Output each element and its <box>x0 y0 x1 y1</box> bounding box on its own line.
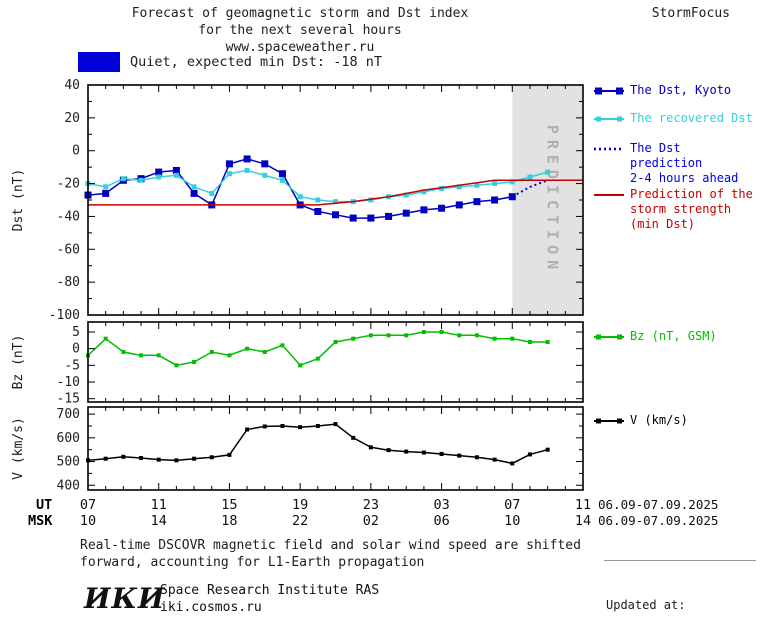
title-line-2: for the next several hours <box>198 23 402 38</box>
note-line-2: forward, accounting for L1-Earth propaga… <box>80 555 425 570</box>
svg-text:06: 06 <box>433 513 449 529</box>
svg-text:PREDICTION: PREDICTION <box>544 125 562 275</box>
svg-text:18: 18 <box>221 513 237 529</box>
title-line-1: Forecast of geomagnetic storm and Dst in… <box>131 6 469 21</box>
legend-dst-kyoto: The Dst, Kyoto <box>594 83 760 98</box>
svg-text:0: 0 <box>72 144 80 159</box>
svg-text:19: 19 <box>292 497 308 513</box>
svg-text:-10: -10 <box>57 375 80 390</box>
v-line-icon <box>594 418 624 424</box>
legend-v-label: V (km/s) <box>630 413 688 427</box>
svg-text:14: 14 <box>151 513 167 529</box>
svg-text:-5: -5 <box>64 358 80 373</box>
svg-text:10: 10 <box>504 513 520 529</box>
institute-name: Space Research Institute RAS <box>160 583 380 598</box>
propagation-note: Real-time DSCOVR magnetic field and sola… <box>80 537 581 571</box>
legend-bz-label: Bz (nT, GSM) <box>630 329 717 343</box>
legend-dst-prediction: The Dst prediction 2-4 hours ahead <box>594 141 760 186</box>
legend-dst-kyoto-label: The Dst, Kyoto <box>630 83 732 97</box>
svg-text:500: 500 <box>57 455 80 470</box>
svg-text:20: 20 <box>64 111 80 126</box>
svg-text:07: 07 <box>80 497 96 513</box>
svg-text:03: 03 <box>433 497 449 513</box>
svg-text:07: 07 <box>504 497 520 513</box>
institute-site: iki.cosmos.ru <box>160 600 262 615</box>
dst-prediction-dotted-line-icon <box>594 147 624 151</box>
svg-text:UT: UT <box>36 497 52 513</box>
svg-text:700: 700 <box>57 407 80 422</box>
svg-text:Dst (nT): Dst (nT) <box>11 169 26 232</box>
svg-text:-40: -40 <box>57 209 80 224</box>
svg-text:600: 600 <box>57 431 80 446</box>
svg-text:11: 11 <box>151 497 167 513</box>
svg-text:-80: -80 <box>57 275 80 290</box>
note-line-1: Real-time DSCOVR magnetic field and sola… <box>80 538 581 553</box>
legend-dst-prediction-label: The Dst prediction 2-4 hours ahead <box>630 141 739 185</box>
bz-line-icon <box>594 334 624 340</box>
legend-bz: Bz (nT, GSM) <box>594 329 760 344</box>
svg-text:06.09-07.09.2025: 06.09-07.09.2025 <box>598 497 718 512</box>
brand-stormfocus: StormFocus <box>651 6 730 21</box>
svg-text:15: 15 <box>221 497 237 513</box>
svg-text:14: 14 <box>575 513 591 529</box>
svg-text:0: 0 <box>72 342 80 357</box>
svg-text:5: 5 <box>72 325 80 340</box>
quiet-status-swatch <box>78 52 120 72</box>
svg-text:02: 02 <box>363 513 379 529</box>
site-url: www.spaceweather.ru <box>225 40 375 55</box>
dst-kyoto-line-icon <box>594 87 624 95</box>
storm-status-text: Quiet, expected min Dst: -18 nT <box>130 54 382 70</box>
storm-strength-line-icon <box>594 194 624 196</box>
updated-block: Updated at: UT 07:05, 07.09.2025 MSK 10:… <box>606 565 758 620</box>
legend-storm-strength-label: Prediction of the storm strength (min Ds… <box>630 187 753 231</box>
svg-text:MSK: MSK <box>28 513 53 529</box>
page-title: Forecast of geomagnetic storm and Dst in… <box>30 5 570 56</box>
legend-storm-strength: Prediction of the storm strength (min Ds… <box>594 187 760 232</box>
svg-text:11: 11 <box>575 497 591 513</box>
svg-text:-60: -60 <box>57 242 80 257</box>
svg-text:-15: -15 <box>57 392 80 407</box>
legend-recovered-dst-label: The recovered Dst <box>630 111 753 125</box>
svg-text:06.09-07.09.2025: 06.09-07.09.2025 <box>598 513 718 528</box>
storm-status-row: Quiet, expected min Dst: -18 nT <box>78 52 382 72</box>
svg-text:-20: -20 <box>57 177 80 192</box>
svg-text:-100: -100 <box>49 308 80 323</box>
iki-logo: ИКИ <box>84 582 166 615</box>
svg-text:10: 10 <box>80 513 96 529</box>
legend-recovered-dst: The recovered Dst <box>594 111 760 126</box>
recovered-dst-line-icon <box>594 116 624 122</box>
institute-block: Space Research Institute RAS iki.cosmos.… <box>160 582 379 616</box>
svg-text:V (km/s): V (km/s) <box>11 417 26 480</box>
legend-v: V (km/s) <box>594 413 760 428</box>
svg-text:400: 400 <box>57 478 80 493</box>
svg-text:40: 40 <box>64 78 80 93</box>
updated-label: Updated at: <box>606 598 686 612</box>
svg-text:Bz (nT): Bz (nT) <box>11 335 26 390</box>
updated-divider <box>604 560 756 561</box>
svg-text:22: 22 <box>292 513 308 529</box>
svg-text:23: 23 <box>363 497 379 513</box>
